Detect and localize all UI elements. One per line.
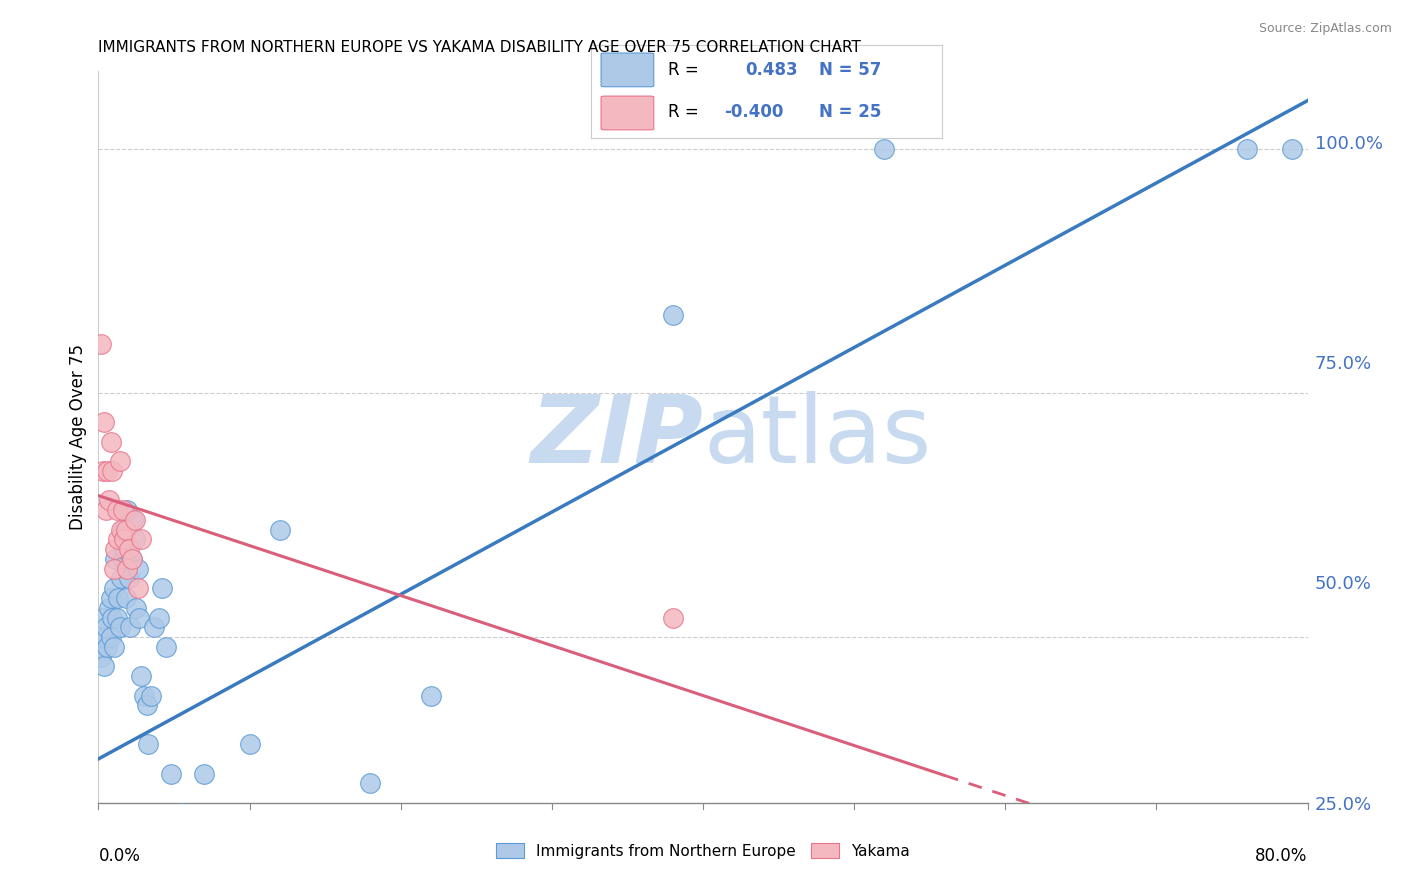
Point	[127, 581, 149, 595]
Point	[150, 581, 173, 595]
Point	[103, 640, 125, 654]
Point	[269, 523, 291, 537]
Point	[115, 503, 138, 517]
Point	[155, 640, 177, 654]
Point	[89, 640, 111, 654]
Point	[96, 464, 118, 478]
Point	[94, 620, 117, 634]
Point	[193, 766, 215, 780]
Point	[239, 737, 262, 751]
Point	[662, 308, 685, 322]
Point	[141, 689, 163, 703]
Point	[90, 337, 112, 351]
Point	[124, 513, 146, 527]
Legend: Immigrants from Northern Europe, Yakama: Immigrants from Northern Europe, Yakama	[491, 837, 915, 864]
Point	[107, 533, 129, 547]
Point	[360, 776, 382, 790]
Point	[111, 523, 134, 537]
Point	[98, 493, 121, 508]
Point	[93, 659, 115, 673]
Point	[124, 533, 146, 547]
Text: atlas: atlas	[703, 391, 931, 483]
Point	[96, 640, 118, 654]
Point	[100, 434, 122, 449]
Point	[110, 572, 132, 586]
Point	[100, 630, 122, 644]
Point	[98, 600, 121, 615]
Point	[1236, 142, 1258, 156]
Text: R =: R =	[668, 61, 699, 78]
Point	[93, 416, 115, 430]
Point	[94, 503, 117, 517]
Point	[179, 835, 201, 849]
Point	[224, 845, 246, 859]
Point	[111, 552, 134, 566]
Point	[132, 689, 155, 703]
Point	[121, 552, 143, 566]
Point	[148, 610, 170, 624]
Point	[114, 523, 136, 537]
Point	[91, 610, 114, 624]
Text: 80.0%: 80.0%	[1256, 847, 1308, 864]
Point	[120, 620, 142, 634]
Point	[105, 503, 128, 517]
Point	[112, 542, 135, 557]
Point	[121, 552, 143, 566]
Point	[160, 766, 183, 780]
Point	[108, 620, 131, 634]
Point	[115, 562, 138, 576]
Point	[143, 620, 166, 634]
Point	[129, 533, 152, 547]
Point	[103, 581, 125, 595]
Point	[118, 572, 141, 586]
Point	[111, 503, 134, 517]
Point	[420, 689, 443, 703]
Point	[104, 542, 127, 557]
Point	[873, 142, 896, 156]
FancyBboxPatch shape	[602, 53, 654, 87]
Point	[1281, 142, 1303, 156]
Point	[127, 562, 149, 576]
Point	[90, 649, 112, 664]
Point	[129, 669, 152, 683]
Text: -0.400: -0.400	[724, 103, 783, 121]
Text: R =: R =	[668, 103, 699, 121]
Point	[128, 610, 150, 624]
Point	[105, 610, 128, 624]
Text: IMMIGRANTS FROM NORTHERN EUROPE VS YAKAMA DISABILITY AGE OVER 75 CORRELATION CHA: IMMIGRANTS FROM NORTHERN EUROPE VS YAKAM…	[98, 40, 862, 55]
Point	[135, 698, 157, 713]
Point	[108, 454, 131, 468]
Text: N = 25: N = 25	[818, 103, 882, 121]
Point	[136, 737, 159, 751]
Y-axis label: Disability Age Over 75: Disability Age Over 75	[69, 344, 87, 530]
Point	[662, 610, 685, 624]
Point	[170, 805, 193, 820]
Point	[107, 591, 129, 605]
Point	[94, 630, 117, 644]
Text: 0.0%: 0.0%	[98, 847, 141, 864]
Point	[163, 815, 186, 830]
Text: 0.483: 0.483	[745, 61, 797, 78]
Point	[101, 610, 124, 624]
Text: N = 57: N = 57	[818, 61, 882, 78]
Text: Source: ZipAtlas.com: Source: ZipAtlas.com	[1258, 22, 1392, 36]
Point	[114, 591, 136, 605]
Point	[110, 523, 132, 537]
Point	[122, 513, 145, 527]
Point	[91, 630, 114, 644]
Point	[101, 464, 124, 478]
Point	[100, 591, 122, 605]
Point	[104, 552, 127, 566]
Point	[125, 600, 148, 615]
Point	[91, 464, 114, 478]
Text: ZIP: ZIP	[530, 391, 703, 483]
Point	[112, 533, 135, 547]
Point	[118, 542, 141, 557]
FancyBboxPatch shape	[602, 96, 654, 130]
Point	[103, 562, 125, 576]
